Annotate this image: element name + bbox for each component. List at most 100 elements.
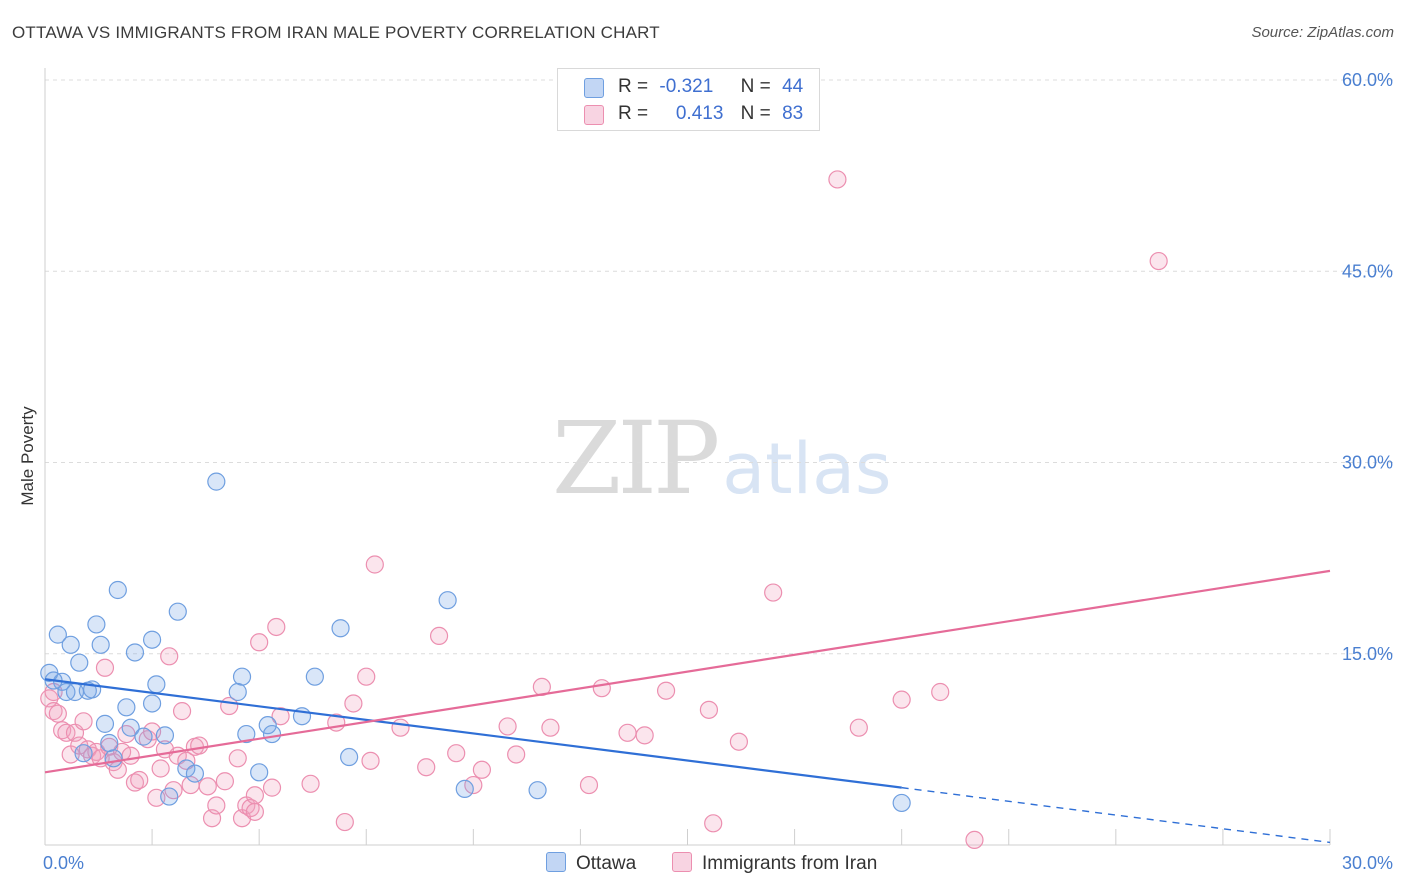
legend-n-value: 83 [782,103,804,124]
data-point-ottawa [87,615,106,634]
data-point-ottawa [232,667,252,686]
data-point-iran [215,772,234,791]
trend-line-ottawa-extension [901,786,1331,844]
data-point-iran [95,658,115,677]
data-point-iran [301,774,320,793]
data-point-ottawa [207,472,226,491]
data-point-iran [592,679,611,698]
data-point-iran [74,712,93,731]
data-point-ottawa [61,635,80,654]
data-point-ottawa [91,635,110,654]
bottom-legend-label-iran: Immigrants from Iran [702,853,878,874]
data-point-ottawa [100,733,119,753]
bottom-legend-iran: Immigrants from Iran [672,852,877,875]
data-point-ottawa [74,744,93,763]
data-point-iran [190,736,209,755]
data-point-iran [121,746,140,765]
data-point-ottawa [438,591,457,610]
data-point-iran [147,788,166,807]
legend-n-label: N = [740,103,771,124]
tick-labels: 15.0% 30.0% 45.0% 60.0% 0.0% 30.0% [43,70,1393,873]
trend-line-ottawa [44,678,902,789]
data-point-iran [704,814,723,833]
data-point-ottawa [117,698,136,717]
data-point-ottawa [95,714,115,733]
correlation-legend: R = -0.321 N = 44 R = 0.413 N = 83 [557,68,820,131]
legend-r-value: -0.321 [659,76,714,97]
data-point-ottawa [168,602,187,621]
trend-lines [44,569,1331,844]
data-point-ottawa [125,643,145,662]
watermark-atlas: atlas [722,428,892,510]
data-point-iran [245,786,264,805]
data-point-iran [472,760,491,779]
source-label: Source: ZipAtlas.com [1251,24,1394,41]
data-point-iran [271,707,290,726]
data-point-iran [507,745,526,764]
legend-r-label: R = [618,103,649,124]
chart-title: OTTAWA VS IMMIGRANTS FROM IRAN MALE POVE… [12,23,660,42]
legend-n-label: N = [740,76,771,97]
data-point-ottawa [340,747,359,767]
data-point-iran [361,751,380,770]
watermark: ZIPatlas [552,400,891,517]
data-point-ottawa [121,718,140,737]
data-point-ottawa [104,749,123,768]
data-point-iran [635,726,654,745]
x-tick-label: 30.0% [1342,853,1393,873]
data-point-iran [1149,251,1168,271]
data-point-iran [391,718,410,737]
data-point-ottawa [331,619,350,638]
data-point-ottawa [48,625,67,644]
data-point-iran [965,830,984,850]
data-point-iran [160,647,179,666]
data-point-ottawa [108,580,127,600]
data-point-iran [729,732,749,751]
data-point-iran [417,758,436,777]
data-point-iran [151,759,170,778]
data-point-iran [931,682,950,702]
data-point-ottawa [528,781,547,800]
data-point-iran [849,718,868,737]
data-point-iran [429,626,449,646]
data-point-iran [335,812,354,832]
grid-lines [45,79,1395,655]
legend-r-label: R = [618,76,649,97]
bottom-legend-swatch-ottawa [546,852,566,872]
trend-line-iran [44,569,1331,774]
data-point-iran [656,681,676,700]
bottom-legend-ottawa: Ottawa [546,852,636,875]
legend-r-value: 0.413 [675,103,724,124]
data-point-iran [365,555,384,574]
data-point-iran [764,583,783,602]
legend-swatch-ottawa [584,78,604,98]
y-tick-label: 60.0% [1342,70,1393,90]
data-point-ottawa [262,724,282,744]
data-point-ottawa [250,763,269,782]
data-point-ottawa [155,726,175,745]
data-point-ottawa [185,764,205,783]
watermark-zip: ZIP [552,400,720,517]
bottom-legend-label-ottawa: Ottawa [576,853,637,874]
data-point-iran [892,690,911,709]
data-point-iran [207,796,226,815]
data-point-ottawa [305,667,324,686]
data-point-iran [357,667,376,686]
legend-n-value: 44 [782,76,804,97]
data-point-ottawa [237,724,256,744]
data-point-ottawa [142,630,162,649]
data-point-iran [541,718,560,737]
data-point-ottawa [228,682,247,702]
y-tick-label: 30.0% [1342,453,1393,473]
data-point-ottawa [455,779,474,799]
data-point-iran [699,700,719,719]
data-point-iran [177,751,196,770]
legend-swatch-iran [584,105,604,125]
data-point-iran [267,617,286,637]
data-point-iran [250,633,269,652]
x-tick-label: 0.0% [43,853,84,873]
data-point-iran [198,777,217,796]
data-point-ottawa [70,653,89,672]
data-point-ottawa [160,787,179,806]
data-point-ottawa [892,793,911,813]
